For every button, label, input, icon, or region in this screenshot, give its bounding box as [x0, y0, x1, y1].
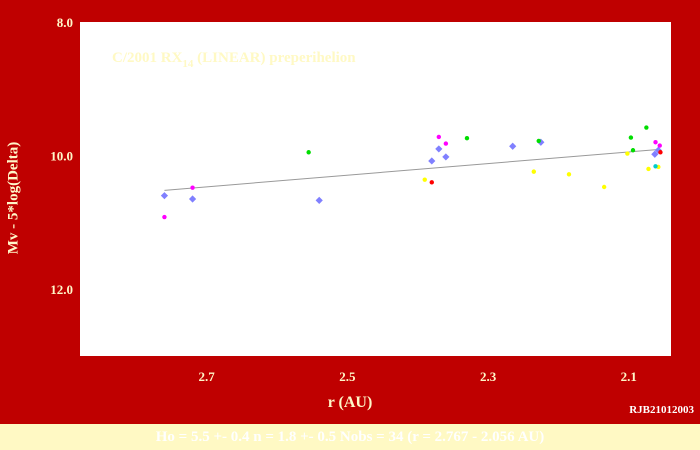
x-tick-label: 2.3 [480, 369, 497, 384]
y-tick-label: 10.0 [50, 149, 73, 164]
data-point-dot [601, 184, 607, 190]
x-tick-label: 2.5 [339, 369, 356, 384]
trend-line-group [164, 149, 657, 191]
data-point-diamond [188, 195, 197, 203]
data-point-dot [657, 143, 662, 148]
data-point-diamond [442, 153, 450, 161]
footer-stats: Ho = 5.5 +- 0.4 n = 1.8 +- 0.5 Nobs = 34… [0, 424, 700, 450]
x-tick-label: 2.7 [199, 369, 216, 384]
data-point-dot [653, 164, 658, 169]
data-point-dot [625, 151, 630, 156]
data-point-diamond [315, 196, 323, 204]
data-point-dot [646, 166, 651, 172]
y-axis-label: Mv - 5*log(Delta) [5, 141, 22, 255]
data-point-dot [190, 185, 195, 190]
data-point-diamond [160, 192, 169, 200]
data-point-dot [436, 134, 442, 140]
trend-line [164, 149, 657, 191]
data-point-dot [464, 136, 470, 141]
data-point-dot [429, 180, 434, 185]
data-point-diamond [651, 150, 659, 158]
chart-title-main: C/2001 RX [112, 50, 183, 66]
data-points [160, 125, 663, 220]
data-point-dot [531, 169, 537, 174]
data-point-diamond [509, 142, 517, 150]
data-point-dot [658, 150, 663, 155]
data-point-diamond [654, 146, 662, 154]
credit-label: RJB21012003 [629, 404, 694, 416]
data-point-diamond [428, 157, 436, 165]
data-point-dot [536, 138, 541, 144]
tick-labels: 2.7 2.5 2.3 2.1 8.0 10.0 12.0 [50, 15, 637, 384]
data-point-diamond [435, 145, 443, 153]
plot-area [80, 22, 671, 356]
data-point-dot [422, 177, 427, 182]
data-point-diamond [537, 138, 545, 146]
data-point-dot [644, 125, 649, 130]
x-tick-label: 2.1 [621, 369, 637, 384]
data-point-dot [566, 172, 572, 177]
chart-title-subscript: 14 [182, 58, 194, 70]
data-point-dot [630, 148, 636, 153]
data-point-dot [628, 135, 634, 140]
data-point-dot [306, 150, 311, 155]
data-point-dot [162, 214, 167, 220]
y-tick-label: 12.0 [50, 282, 73, 297]
chart-title: C/2001 RX14 (LINEAR) preperihelion [112, 50, 356, 70]
x-axis-label: r (AU) [327, 394, 373, 411]
data-point-dot [653, 140, 658, 145]
data-point-dot [443, 141, 449, 146]
y-tick-label: 8.0 [57, 15, 73, 30]
chart-title-rest: (LINEAR) preperihelion [193, 50, 356, 66]
